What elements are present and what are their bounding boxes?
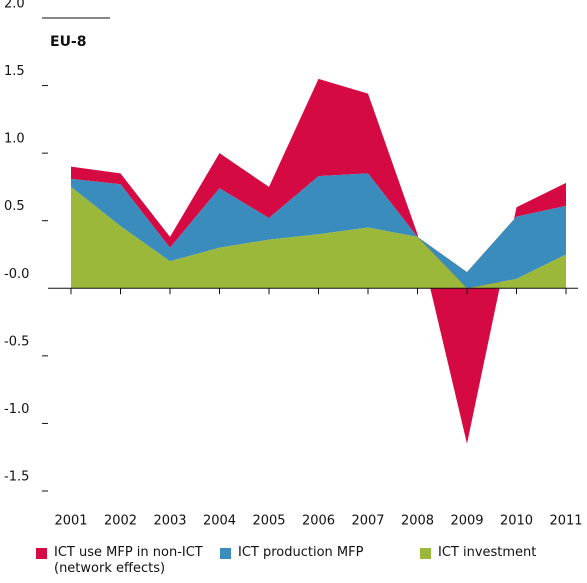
- legend-item: ICT production MFP: [220, 545, 400, 561]
- y-tick-label: 0.5: [4, 199, 25, 214]
- x-tick-label: 2002: [104, 514, 137, 529]
- legend-item: ICT use MFP in non-ICT (network effects): [36, 545, 206, 577]
- legend-swatch: [220, 548, 231, 559]
- legend-item: ICT investment: [420, 545, 580, 561]
- x-tick-label: 2010: [500, 514, 533, 529]
- legend-swatch: [36, 548, 47, 559]
- area: [71, 173, 566, 289]
- x-tick-label: 2003: [153, 514, 186, 529]
- area: [71, 78, 566, 444]
- chart: EU-8 2.0 1.5 1.0 0.5 -0.0 -0.5 -1.0 -1.5 2001 200…: [4, 0, 583, 529]
- x-tick-label: 2004: [203, 514, 236, 529]
- y-tick-label: -0.5: [4, 334, 29, 349]
- legend-swatch: [420, 548, 431, 559]
- y-tick-label: -1.5: [4, 470, 29, 485]
- subtitle: EU-8: [50, 34, 86, 50]
- legend-label: ICT use MFP in non-ICT (network effects): [54, 545, 203, 576]
- area: [71, 186, 566, 289]
- y-tick-label: -0.0: [4, 267, 29, 282]
- y-tick-label: 1.5: [4, 64, 25, 79]
- legend-label: ICT production MFP: [238, 545, 364, 560]
- x-tick-label: 2011: [549, 514, 582, 529]
- x-tick-label: 2008: [401, 514, 434, 529]
- y-tick-label: 1.0: [4, 132, 25, 147]
- x-tick-label: 2007: [351, 514, 384, 529]
- x-tick-label: 2001: [54, 514, 87, 529]
- x-tick-label: 2009: [450, 514, 483, 529]
- legend-label: ICT investment: [438, 545, 537, 560]
- areas: [71, 78, 566, 444]
- x-tick-label: 2005: [252, 514, 285, 529]
- x-tick-label: 2006: [302, 514, 335, 529]
- y-tick-label: -1.0: [4, 402, 29, 417]
- y-tick-label: 2.0: [4, 0, 25, 12]
